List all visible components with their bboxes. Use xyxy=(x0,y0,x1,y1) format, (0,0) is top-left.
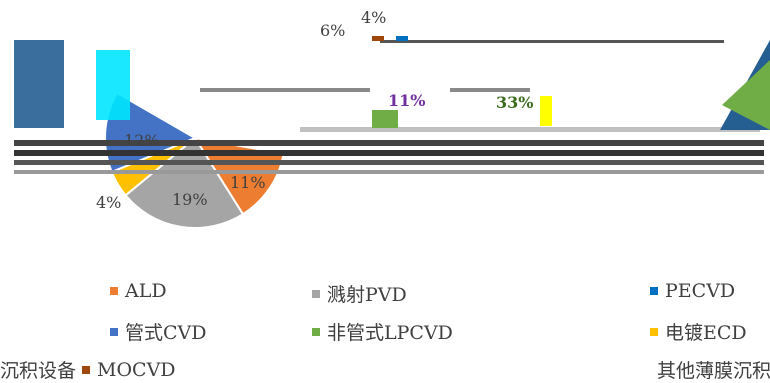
data-labels: 11% 19% 4% 12% 6% 4% 11% 33% xyxy=(96,8,533,212)
legend-prefix: 沉积设备 xyxy=(0,360,77,382)
lpcvd-slice xyxy=(372,110,398,128)
legend: ALD 溅射PVD PECVD 管式CVD 非管式LPCVD 电镀ECD 沉积设… xyxy=(0,268,770,383)
legend-swatch xyxy=(650,327,658,336)
legend-label: ALD xyxy=(125,280,167,302)
legend-label: 管式CVD xyxy=(125,322,207,344)
legend-swatch xyxy=(110,327,118,336)
label-mocvd: 6% xyxy=(320,21,345,40)
secondary-pie xyxy=(370,36,552,128)
pie-slice-溅射PVD xyxy=(124,136,245,229)
pie-slice-ALD xyxy=(192,136,285,216)
label-pecvd: 4% xyxy=(361,8,386,27)
legend-swatch xyxy=(110,287,118,295)
legend-item-pvd: 溅射PVD xyxy=(312,280,407,307)
label-small-gray: 11% xyxy=(388,91,425,110)
legend-swatch xyxy=(82,365,91,374)
label-ecd: 4% xyxy=(96,193,121,212)
label-cvd: 12% xyxy=(124,131,160,150)
legend-item-tube-cvd: 管式CVD xyxy=(110,318,207,345)
label-ald: 11% xyxy=(230,173,266,192)
legend-label: 其他薄膜沉积设备 xyxy=(657,360,770,382)
mocvd-slice xyxy=(372,36,384,41)
label-pvd: 19% xyxy=(172,190,208,209)
legend-label: PECVD xyxy=(665,280,736,302)
legend-swatch xyxy=(650,287,658,295)
legend-item-mocvd: 沉积设备 MOCVD xyxy=(0,356,176,383)
top-right-green-slice xyxy=(722,60,770,130)
main-pie xyxy=(104,91,285,229)
legend-item-ald: ALD xyxy=(110,280,167,302)
legend-label: 非管式LPCVD xyxy=(327,322,453,344)
yellow-slice xyxy=(540,96,552,126)
legend-label: MOCVD xyxy=(97,358,176,381)
legend-swatch xyxy=(312,327,320,336)
pecvd-slice xyxy=(396,36,408,41)
label-lpcvd: 33% xyxy=(496,93,533,112)
legend-item-pecvd: PECVD xyxy=(650,280,735,302)
overlay-bands xyxy=(0,0,770,174)
legend-item-ecd: 电镀ECD xyxy=(650,318,747,345)
legend-item-other: 其他薄膜沉积设备 xyxy=(650,356,770,383)
legend-label: 电镀ECD xyxy=(665,322,747,344)
legend-item-lpcvd: 非管式LPCVD xyxy=(312,318,453,345)
legend-label: 溅射PVD xyxy=(327,284,407,306)
legend-swatch xyxy=(312,289,320,298)
